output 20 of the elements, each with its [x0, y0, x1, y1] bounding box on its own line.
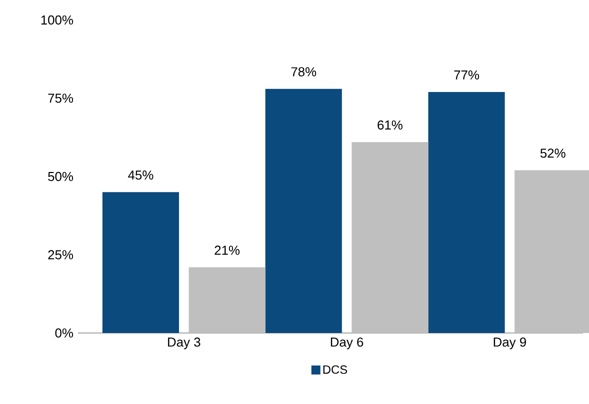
- bar: [188, 267, 266, 333]
- x-tick-label: Day 6: [330, 338, 364, 350]
- data-label: 78%: [291, 67, 316, 76]
- legend-label: DCS: [323, 365, 348, 374]
- data-label: 77%: [454, 70, 480, 80]
- bar: [102, 192, 179, 333]
- y-tick-label: 100%: [41, 15, 74, 25]
- data-label: 45%: [128, 170, 154, 180]
- bar: [352, 142, 428, 333]
- bar: [428, 92, 505, 333]
- y-tick-label: 50%: [48, 172, 74, 182]
- data-label: 61%: [378, 120, 402, 130]
- x-tick-label: Day 9: [494, 338, 526, 350]
- x-tick-label: Day 3: [168, 338, 200, 350]
- bar: [265, 88, 342, 333]
- y-tick-label: 25%: [48, 250, 74, 260]
- y-tick-label: 0%: [55, 328, 74, 338]
- data-label: 52%: [540, 148, 566, 158]
- data-label: 21%: [214, 246, 240, 255]
- y-tick-label: 75%: [48, 94, 74, 103]
